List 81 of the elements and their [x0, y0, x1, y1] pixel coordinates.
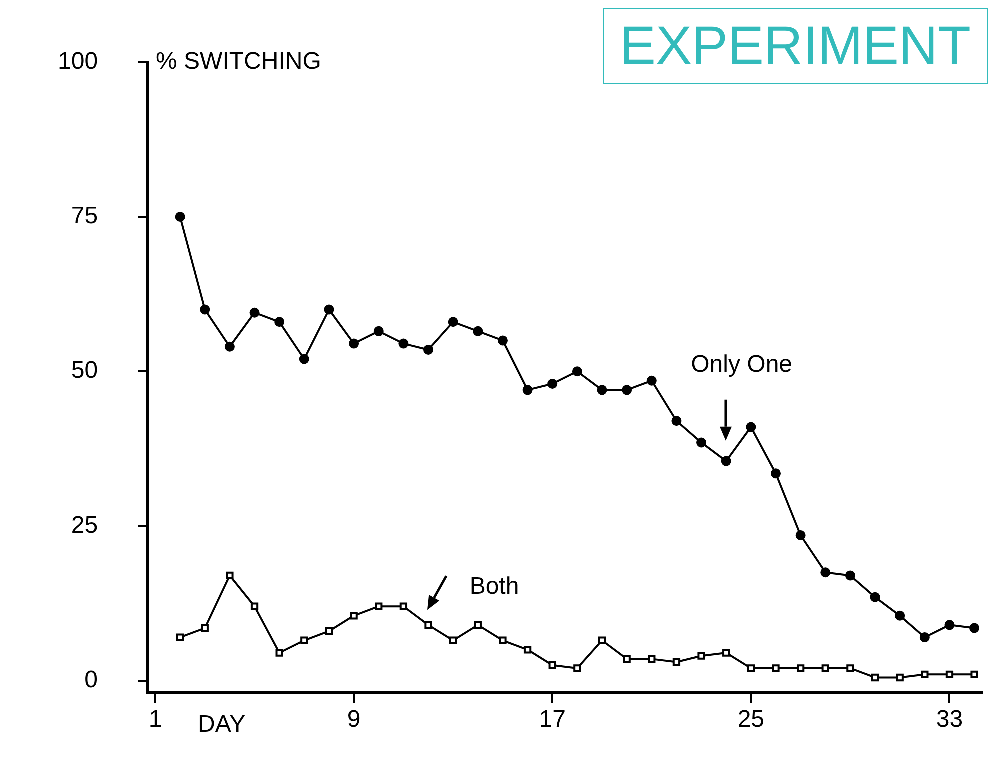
point [672, 416, 682, 426]
point [424, 621, 432, 629]
point [325, 628, 334, 636]
point [871, 674, 880, 682]
point [721, 456, 732, 466]
point [846, 664, 854, 672]
point [672, 658, 681, 666]
point [250, 308, 260, 318]
point [845, 570, 856, 581]
x-tick-label: 17 [539, 706, 566, 734]
point [970, 623, 980, 634]
x-tick-label: 33 [936, 706, 964, 734]
point [448, 317, 458, 328]
point [274, 317, 285, 328]
point [350, 612, 358, 620]
point [648, 655, 656, 664]
point [398, 338, 409, 349]
point [400, 602, 408, 610]
chart-title: EXPERIMENT [602, 8, 988, 84]
point [201, 624, 209, 632]
point [696, 438, 707, 448]
point [796, 530, 806, 540]
point [746, 422, 756, 432]
point [200, 304, 210, 315]
point [522, 385, 533, 396]
point [598, 636, 606, 644]
point [698, 652, 706, 660]
point [299, 354, 310, 364]
point [300, 636, 308, 644]
point [646, 376, 657, 386]
point [548, 662, 556, 670]
point [226, 572, 234, 580]
annotation: Both [470, 572, 520, 600]
point [870, 592, 880, 602]
point [374, 326, 384, 336]
point [574, 664, 582, 672]
point [349, 338, 360, 349]
point [970, 670, 978, 678]
point [424, 344, 434, 355]
point [920, 632, 930, 643]
point [250, 602, 259, 610]
point [944, 620, 955, 630]
annotation: Only One [691, 350, 793, 378]
y-tick-label: 75 [71, 202, 98, 230]
point [276, 649, 284, 657]
point [722, 649, 730, 657]
point [820, 568, 831, 578]
point [623, 655, 631, 664]
y-tick-label: 50 [71, 357, 98, 384]
point [747, 664, 755, 672]
point [224, 342, 235, 352]
y-tick-label: 25 [71, 512, 98, 539]
point [175, 212, 186, 222]
point [548, 378, 558, 389]
point [622, 385, 632, 396]
point [597, 385, 608, 396]
point [572, 366, 582, 377]
point [324, 304, 334, 315]
point [473, 326, 484, 336]
y-axis-title: % SWITCHING [156, 48, 322, 76]
point [796, 664, 805, 672]
point [921, 670, 929, 678]
x-axis-title: DAY [198, 710, 246, 738]
x-tick-label: 9 [347, 706, 361, 734]
x-tick-label: 1 [148, 706, 162, 734]
point [499, 636, 507, 644]
point [896, 674, 904, 682]
point [772, 664, 780, 672]
point [946, 670, 954, 678]
point [895, 610, 906, 621]
y-tick-label: 0 [84, 666, 98, 694]
point [498, 336, 508, 346]
point [176, 634, 184, 642]
point [450, 636, 458, 644]
point [375, 602, 383, 610]
point [524, 646, 532, 654]
point [474, 621, 482, 629]
x-tick-label: 25 [738, 706, 765, 734]
y-tick-label: 100 [58, 48, 98, 76]
point [822, 664, 830, 672]
point [770, 468, 781, 479]
